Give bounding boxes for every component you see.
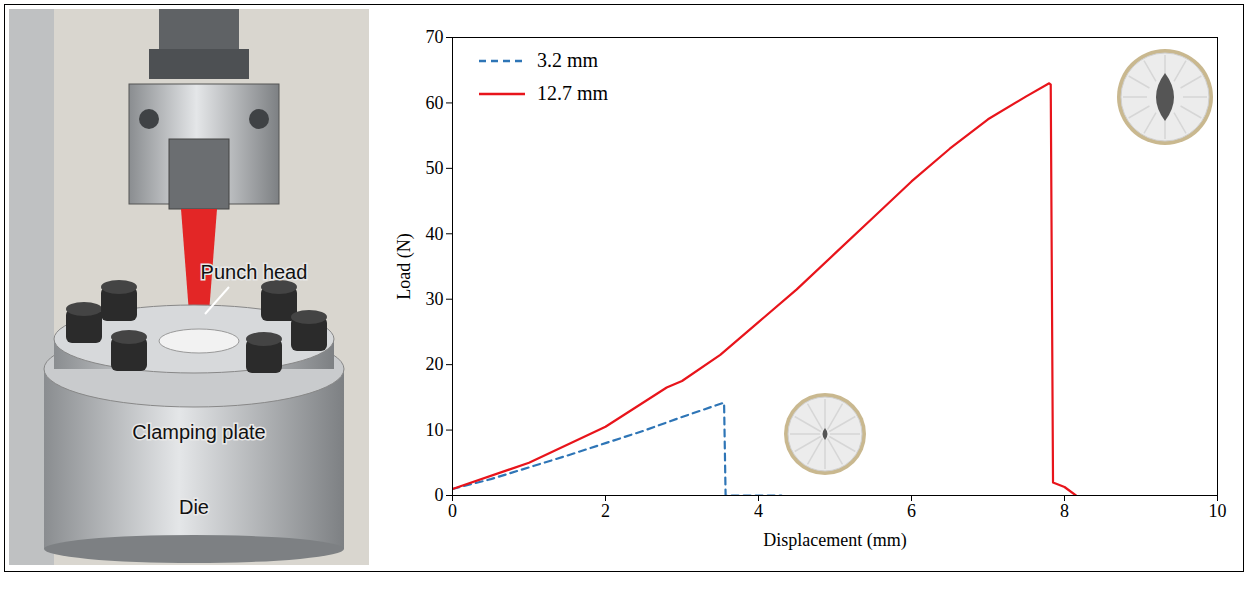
svg-text:20: 20 — [426, 354, 444, 374]
svg-text:6: 6 — [907, 501, 916, 521]
svg-text:0: 0 — [448, 501, 457, 521]
svg-text:30: 30 — [426, 289, 444, 309]
svg-text:10: 10 — [426, 420, 444, 440]
svg-text:Displacement (mm): Displacement (mm) — [763, 530, 906, 551]
svg-text:40: 40 — [426, 224, 444, 244]
svg-text:10: 10 — [1209, 501, 1227, 521]
svg-text:50: 50 — [426, 158, 444, 178]
svg-text:2: 2 — [601, 501, 610, 521]
svg-text:8: 8 — [1060, 501, 1069, 521]
svg-text:0: 0 — [435, 485, 444, 505]
svg-text:Clamping plate: Clamping plate — [132, 421, 265, 443]
svg-text:60: 60 — [426, 93, 444, 113]
svg-text:Punch head: Punch head — [201, 261, 308, 283]
svg-text:70: 70 — [426, 27, 444, 47]
svg-text:Die: Die — [179, 496, 209, 518]
html-text:3.2 mm: 3.2 mm — [537, 49, 599, 71]
html-text:12.7 mm: 12.7 mm — [537, 82, 609, 104]
svg-text:4: 4 — [754, 501, 763, 521]
svg-text:Load (N): Load (N) — [394, 233, 415, 299]
